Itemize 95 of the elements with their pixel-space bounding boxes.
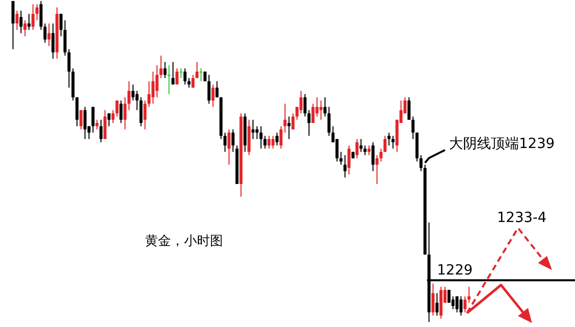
candlestick (119, 100, 123, 124)
candlestick (23, 20, 27, 37)
candlestick (287, 116, 291, 140)
candlestick (227, 128, 231, 166)
candlestick (183, 68, 187, 85)
candlestick (339, 151, 343, 166)
candlestick (19, 10, 23, 34)
candlestick (291, 112, 295, 130)
candlestick (259, 126, 263, 150)
candlestick (411, 116, 415, 140)
candlestick (283, 103, 287, 134)
candlestick (199, 68, 203, 82)
candlestick (171, 61, 175, 85)
candlestick (91, 106, 95, 134)
candlestick (367, 144, 371, 156)
candlestick (143, 100, 147, 130)
candlestick (223, 132, 227, 152)
candlestick (47, 22, 51, 46)
text: 1233-4 (497, 210, 547, 226)
candlestick (375, 154, 379, 184)
candlestick (255, 126, 259, 140)
candlestick (379, 148, 383, 162)
candlestick (167, 64, 171, 95)
candlestick (343, 154, 347, 178)
candlestick (203, 71, 207, 82)
candlestick (147, 80, 151, 108)
candlestick (163, 61, 167, 79)
candlestick (311, 103, 315, 124)
candlestick (135, 90, 139, 111)
candlestick (355, 138, 359, 159)
candlestick (211, 84, 215, 108)
candlestick (299, 90, 303, 114)
candlestick (151, 71, 155, 104)
candlestick (191, 74, 195, 88)
annotation: 1229 (437, 262, 473, 278)
candlestick (159, 55, 163, 79)
candlestick (327, 106, 331, 136)
candlestick (51, 22, 55, 60)
candlestick (155, 64, 159, 98)
candlestick (303, 94, 307, 118)
candlestick (11, 0, 15, 50)
candlestick (347, 144, 351, 175)
candlestick (215, 80, 219, 98)
candlestick (95, 119, 99, 130)
candlestick (195, 61, 199, 79)
candlestick (115, 100, 119, 118)
candlestick (407, 96, 411, 120)
candlestick (459, 296, 463, 316)
candlestick (251, 119, 255, 140)
candlestick (363, 144, 367, 156)
candlestick (103, 110, 107, 140)
annotation: 黄金，小时图 (145, 234, 223, 249)
candlestick (267, 135, 271, 150)
candlestick (111, 110, 115, 124)
candlestick (419, 154, 423, 172)
candlestick (27, 13, 31, 30)
candlestick (15, 10, 19, 30)
candlestick (279, 126, 283, 150)
candlestick (431, 282, 435, 316)
candlestick (131, 84, 135, 102)
candlestick (435, 292, 439, 316)
candlestick (83, 106, 87, 140)
candlestick (467, 286, 471, 304)
candlestick (231, 128, 235, 152)
candlestick (127, 80, 131, 111)
candlestick (391, 135, 395, 150)
candlestick (99, 119, 103, 143)
candlestick (271, 135, 275, 150)
candlestick (67, 48, 71, 88)
candlestick (139, 96, 143, 127)
candlestick (175, 68, 179, 85)
candlestick (387, 132, 391, 146)
candlestick (359, 138, 363, 152)
candlestick (319, 100, 323, 120)
candlestick (63, 20, 67, 56)
candlestick (383, 135, 387, 152)
candlestick (455, 296, 459, 313)
candlestick (39, 0, 43, 30)
candlestick (75, 96, 79, 127)
candlestick (207, 74, 211, 104)
candlestick (79, 110, 83, 130)
candlestick (307, 110, 311, 136)
candlestick (35, 4, 39, 21)
candlestick (31, 4, 35, 30)
candlestick (263, 135, 267, 150)
candlestick (323, 96, 327, 118)
candlestick (123, 96, 127, 130)
candlestick (179, 68, 183, 79)
candlestick (107, 112, 111, 127)
candlestick (275, 132, 279, 146)
candlestick (187, 78, 191, 88)
candlestick (371, 142, 375, 172)
candlestick (43, 22, 47, 44)
candlestick (59, 13, 63, 37)
annotation: 大阴线顶端1239 (449, 136, 555, 152)
